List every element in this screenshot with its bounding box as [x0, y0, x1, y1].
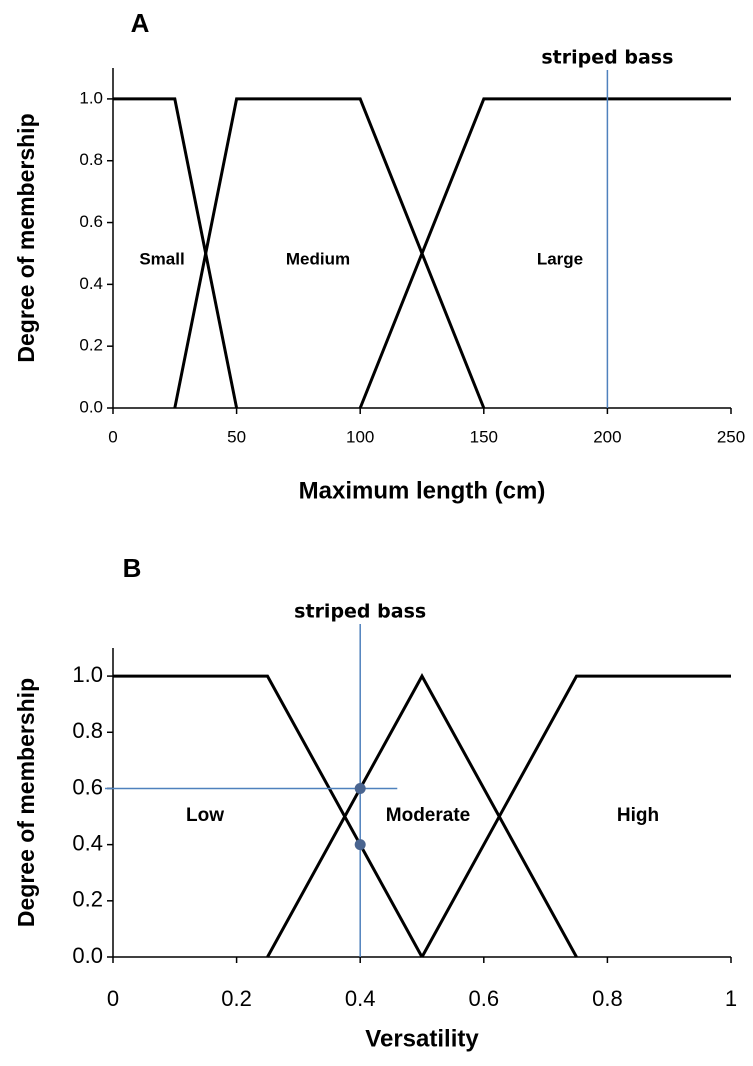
membership-point [354, 782, 366, 794]
x-tick-label: 0.4 [345, 986, 376, 1011]
membership-line [358, 97, 731, 409]
series-label: Moderate [386, 805, 470, 826]
y-tick-label: 0.4 [79, 274, 103, 293]
x-tick-label: 0 [108, 427, 117, 446]
x-tick-label: 1 [725, 986, 737, 1011]
series-label: Low [186, 805, 224, 826]
y-tick-label: 0.6 [79, 212, 103, 231]
series-label: Large [537, 249, 583, 268]
y-tick-label: 0.2 [79, 336, 103, 355]
x-tick-label: 0.2 [221, 986, 252, 1011]
y-axis-title: Degree of membership [13, 113, 39, 362]
y-tick-label: 0.6 [72, 774, 103, 799]
x-tick-label: 0.6 [469, 986, 500, 1011]
marker-label: striped bass [294, 601, 426, 623]
x-tick-label: 250 [717, 427, 745, 446]
y-tick-label: 0.0 [79, 397, 103, 416]
x-tick-label: 150 [470, 427, 498, 446]
series-label: Medium [286, 249, 350, 268]
y-tick-label: 1.0 [72, 662, 103, 687]
y-tick-label: 0.4 [72, 830, 103, 855]
x-tick-label: 100 [346, 427, 374, 446]
marker-label: striped bass [541, 47, 673, 69]
membership-line [113, 674, 424, 958]
x-axis-title: Versatility [365, 1025, 479, 1052]
x-tick-label: 50 [227, 427, 246, 446]
x-axis-title: Maximum length (cm) [299, 477, 546, 504]
membership-line [113, 97, 239, 409]
y-tick-label: 0.8 [79, 150, 103, 169]
membership-line [266, 672, 578, 958]
membership-line [420, 674, 731, 958]
x-tick-label: 0 [107, 986, 119, 1011]
panel-label: A [131, 8, 150, 38]
x-tick-label: 0.8 [592, 986, 623, 1011]
y-tick-label: 1.0 [79, 88, 103, 107]
y-tick-label: 0.8 [72, 718, 103, 743]
membership-point [354, 839, 366, 851]
y-axis-title: Degree of membership [13, 678, 39, 927]
series-label: High [617, 805, 659, 826]
series-label: Small [139, 249, 184, 268]
x-tick-label: 200 [593, 427, 621, 446]
y-tick-label: 0.0 [72, 943, 103, 968]
y-tick-label: 0.2 [72, 887, 103, 912]
panel-label: B [123, 553, 142, 583]
